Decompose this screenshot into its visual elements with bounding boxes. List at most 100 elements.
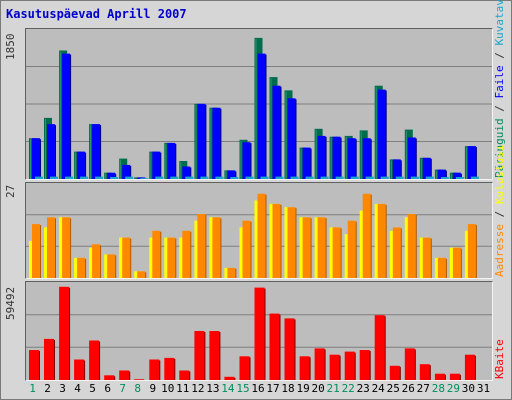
bar-visits-highlight-day-27 [420, 158, 422, 179]
legend-sites: Aadresse [493, 224, 506, 277]
bar-kbytes-day-12 [194, 331, 205, 380]
middle-bar-panel [25, 182, 493, 279]
x-tick-day-4: 4 [74, 382, 81, 395]
bar-kbytes-day-27 [419, 364, 430, 380]
bar-visits-highlight-day-4 [75, 152, 77, 179]
x-tick-day-5: 5 [89, 382, 96, 395]
bar-files-day-27 [422, 157, 431, 179]
middle-axis-max-label: 27 [4, 184, 17, 198]
x-tick-day-15: 15 [236, 382, 250, 395]
top-bar-chart [26, 37, 492, 179]
x-tick-day-3: 3 [59, 382, 66, 395]
bar-kbytes-day-7 [119, 370, 130, 380]
bar-pages-day-27 [425, 176, 434, 179]
bar-pages-day-29 [455, 177, 464, 179]
x-tick-day-19: 19 [296, 382, 310, 395]
x-axis-day-labels: 1 2 3 4 5 6 7 8 9 10 11 12 13 14 15 16 17 18 19 20 21 22 23 24 2… [25, 382, 491, 396]
bar-sites-day-6 [107, 254, 116, 278]
x-tick-day-30: 30 [461, 382, 476, 395]
bar-pages-day-19 [305, 176, 314, 179]
legend-kbytes: KBaite [493, 339, 506, 379]
bar-pages-day-6 [110, 177, 119, 179]
bar-sites-day-10 [167, 237, 176, 278]
bar-visits-highlight-day-3 [60, 51, 62, 179]
bar-visits-highlight-day-11 [180, 162, 182, 179]
bar-files-day-16 [257, 53, 266, 179]
x-tick-day-29: 29 [446, 382, 461, 395]
bar-visits-highlight-day-6 [105, 173, 107, 179]
bar-kbytes-day-5 [89, 340, 100, 380]
bar-visits-highlight-day-10 [165, 143, 167, 179]
bar-files-day-1 [32, 138, 40, 179]
bar-pages-day-26 [410, 176, 419, 179]
bar-sites-day-15 [242, 220, 251, 278]
bar-files-day-4 [77, 151, 86, 179]
chart-title: Kasutuspäevad Aprill 2007 [6, 7, 187, 21]
bar-visits-highlight-day-23 [360, 131, 362, 179]
bar-kbytes-day-15 [239, 356, 250, 380]
x-tick-day-23: 23 [356, 382, 370, 395]
bar-sites-day-7 [122, 237, 131, 278]
bar-sites-day-2 [47, 217, 55, 278]
bar-sites-day-24 [377, 203, 386, 278]
bar-sites-day-26 [407, 214, 416, 278]
bar-visits-highlight-day-19 [300, 148, 302, 179]
bar-sites-day-12 [197, 214, 206, 278]
x-tick-day-13: 13 [206, 382, 220, 395]
bar-files-day-17 [272, 85, 281, 179]
bar-visits-highlight-day-25 [390, 160, 392, 179]
bar-kbytes-day-25 [389, 365, 400, 380]
bar-sites-day-23 [362, 193, 371, 278]
bar-pages-day-17 [275, 176, 284, 179]
x-tick-day-10: 10 [161, 382, 175, 395]
bar-sites-day-9 [152, 230, 161, 278]
bar-visits-highlight-day-30 [465, 147, 467, 179]
bar-sites-day-30 [467, 224, 476, 278]
bar-sites-day-1 [32, 224, 40, 278]
bar-kbytes-day-16 [254, 287, 265, 380]
bar-pages-day-30 [470, 176, 479, 179]
x-tick-day-12: 12 [191, 382, 205, 395]
bar-visits-highlight-day-16 [255, 38, 257, 179]
bar-pages-day-23 [365, 176, 374, 179]
x-tick-day-17: 17 [266, 382, 280, 395]
bar-sites-day-29 [452, 247, 461, 278]
bar-kbytes-day-10 [164, 357, 175, 380]
bar-visits-highlight-day-9 [150, 152, 152, 179]
bar-sites-day-21 [332, 227, 341, 278]
x-tick-day-20: 20 [311, 382, 325, 395]
bar-kbytes-day-22 [344, 351, 355, 380]
bar-pages-day-20 [320, 176, 329, 179]
bottom-bar-panel [25, 281, 493, 381]
bar-sites-day-28 [437, 257, 446, 278]
bar-files-day-12 [197, 103, 206, 179]
bar-sites-day-19 [302, 217, 311, 278]
x-tick-day-14: 14 [221, 382, 235, 395]
bar-sites-day-22 [347, 220, 356, 278]
bar-visits-highlight-day-18 [285, 91, 287, 179]
bar-visits-highlight-day-26 [405, 130, 407, 179]
bar-files-day-22 [347, 138, 356, 179]
bar-kbytes-day-17 [269, 313, 280, 380]
bar-sites-day-17 [272, 203, 281, 278]
bar-pages-day-21 [335, 176, 344, 179]
bar-files-day-9 [152, 151, 161, 179]
bar-visits-highlight-day-20 [315, 129, 317, 179]
bar-pages-day-16 [260, 176, 269, 179]
bar-kbytes-day-20 [314, 348, 325, 380]
bar-pages-day-25 [395, 176, 404, 179]
bar-pages-day-28 [440, 177, 449, 179]
bar-files-day-20 [317, 135, 326, 179]
bar-files-day-7 [122, 164, 131, 179]
x-tick-day-24: 24 [371, 382, 385, 395]
bar-visits-highlight-day-2 [45, 118, 46, 179]
bar-visits-highlight-day-13 [210, 108, 212, 179]
bar-pages-day-7 [125, 176, 134, 179]
middle-bar-chart [26, 193, 492, 278]
x-tick-day-2: 2 [44, 382, 51, 395]
bar-sites-day-13 [212, 217, 221, 278]
bar-kbytes-day-23 [359, 350, 370, 380]
bar-files-day-19 [302, 147, 311, 179]
bar-files-day-29 [452, 172, 461, 179]
bar-sites-day-8 [137, 271, 146, 278]
